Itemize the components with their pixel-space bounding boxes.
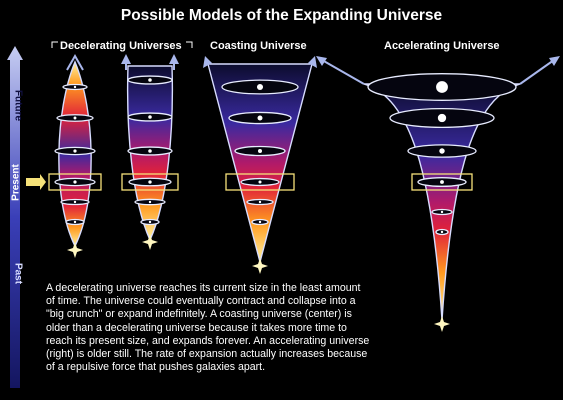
galaxy-core <box>440 210 444 214</box>
coasting-label: Coasting Universe <box>210 40 307 52</box>
galaxy-core <box>257 115 263 121</box>
caption-line: A decelerating universe reaches its curr… <box>46 282 361 294</box>
axis-label-present: Present <box>10 164 22 201</box>
axis-label-future: Future <box>12 89 24 122</box>
galaxy-core <box>73 220 77 224</box>
coasting-cone-shape <box>203 56 317 265</box>
galaxy-core <box>256 83 264 91</box>
present-arrow-icon <box>26 174 46 190</box>
galaxy-core <box>258 220 262 224</box>
galaxy-core <box>73 180 77 184</box>
time-axis-arrow <box>7 46 23 388</box>
caption-line: older than a decelerating universe becau… <box>46 321 347 334</box>
galaxy-core <box>258 180 262 184</box>
decelerating-label: Decelerating Universes <box>60 40 182 52</box>
caption: A decelerating universe reaches its curr… <box>46 282 558 374</box>
galaxy-core <box>73 149 77 153</box>
present-frames <box>48 173 473 191</box>
galaxy-core <box>148 78 152 82</box>
galaxy-core <box>148 115 152 119</box>
caption-line: reach its present size, and expands fore… <box>46 334 370 347</box>
caption-line: of a repulsive force that pushes galaxie… <box>46 361 266 374</box>
galaxy-disks <box>54 73 517 236</box>
galaxy-core <box>440 180 444 184</box>
caption-line: of time. The universe could eventually c… <box>46 295 356 308</box>
decelerating-bracket <box>51 41 193 48</box>
galaxy-core <box>258 149 262 153</box>
galaxy-core <box>437 113 447 123</box>
caption-line: (right) is older still. The rate of expa… <box>46 348 368 361</box>
galaxy-core <box>258 200 262 204</box>
page-title: Possible Models of the Expanding Univers… <box>120 7 443 24</box>
galaxy-core <box>148 200 152 204</box>
galaxy-core <box>73 116 77 120</box>
galaxy-core <box>439 148 445 154</box>
axis-label-past: Past <box>12 262 24 285</box>
caption-line: "big crunch" or expand indefinitely. A c… <box>46 308 352 321</box>
galaxy-core <box>440 230 444 234</box>
galaxy-core <box>148 220 152 224</box>
galaxy-core <box>436 81 448 93</box>
galaxy-core <box>148 149 152 153</box>
galaxy-core <box>73 200 77 204</box>
sparkle-icon <box>67 234 450 332</box>
galaxy-core <box>73 85 77 89</box>
galaxy-core <box>148 180 152 184</box>
accelerating-label: Accelerating Universe <box>384 40 500 52</box>
